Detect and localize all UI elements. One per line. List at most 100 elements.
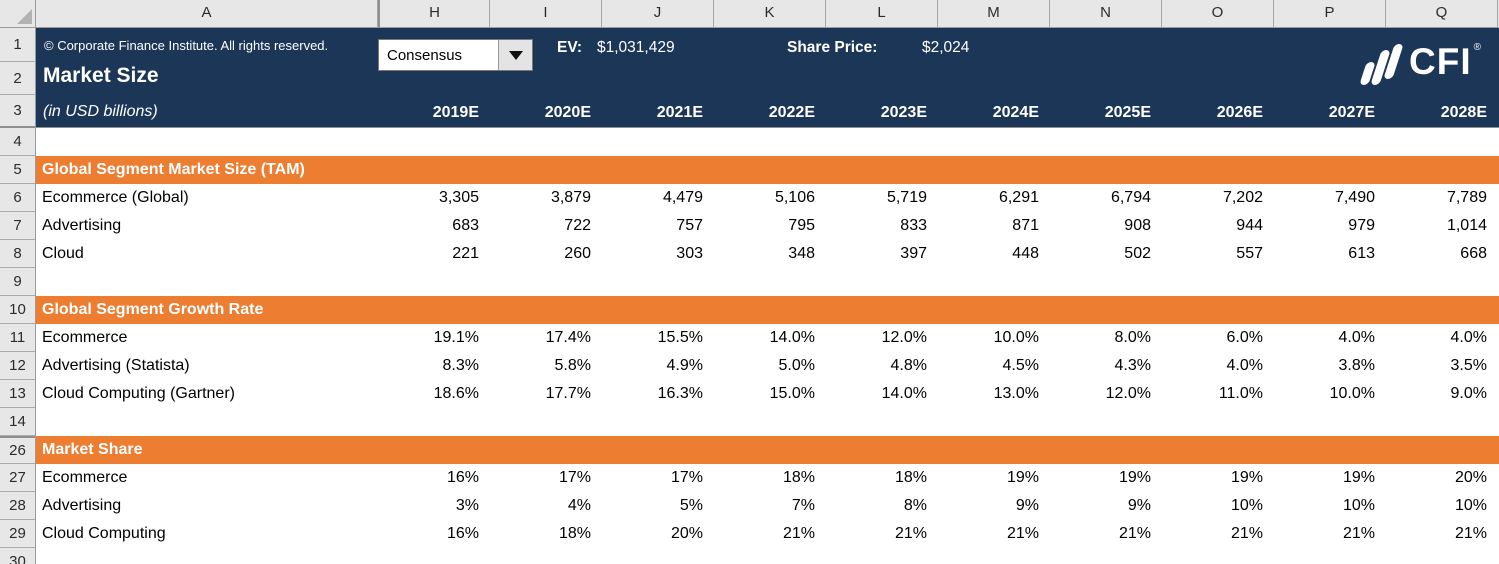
row-label-cell[interactable]: Ecommerce — [42, 329, 128, 346]
value-cell[interactable]: 18% — [894, 469, 927, 486]
value-cell[interactable]: 19.1% — [433, 329, 479, 346]
value-cell[interactable]: 19% — [1342, 469, 1375, 486]
value-cell[interactable]: 5.0% — [778, 357, 815, 374]
value-cell[interactable]: 14.0% — [769, 329, 815, 346]
value-cell[interactable]: 10% — [1342, 497, 1375, 514]
value-cell[interactable]: 8.3% — [442, 357, 479, 374]
year-column-header[interactable]: 2019E — [432, 104, 479, 121]
row-label-cell[interactable]: Cloud Computing (Gartner) — [42, 385, 235, 402]
value-cell[interactable]: 4.9% — [666, 357, 703, 374]
value-cell[interactable]: 10% — [1230, 497, 1263, 514]
value-cell[interactable]: 7,490 — [1334, 189, 1375, 206]
row-header-cell[interactable]: 11 — [0, 324, 35, 352]
value-cell[interactable]: 15.5% — [657, 329, 703, 346]
section-header-row[interactable]: Market Share — [36, 436, 1499, 464]
value-cell[interactable]: 221 — [452, 245, 479, 262]
value-cell[interactable]: 4.8% — [890, 357, 927, 374]
row-header-cell[interactable]: 27 — [0, 464, 35, 492]
value-cell[interactable]: 21% — [782, 525, 815, 542]
value-cell[interactable]: 448 — [1012, 245, 1039, 262]
row-header-cell[interactable]: 14 — [0, 408, 35, 436]
value-cell[interactable]: 613 — [1348, 245, 1375, 262]
year-column-header[interactable]: 2022E — [768, 104, 815, 121]
value-cell[interactable]: 11.0% — [1218, 385, 1263, 402]
value-cell[interactable]: 5% — [679, 497, 703, 514]
value-cell[interactable]: 5.8% — [554, 357, 591, 374]
value-cell[interactable]: 17.4% — [545, 329, 591, 346]
value-cell[interactable]: 4.0% — [1226, 357, 1263, 374]
value-cell[interactable]: 19% — [1118, 469, 1151, 486]
row-header-cell[interactable]: 13 — [0, 380, 35, 408]
value-cell[interactable]: 21% — [1342, 525, 1375, 542]
value-cell[interactable]: 6.0% — [1226, 329, 1263, 346]
column-header-cell[interactable]: I — [490, 0, 602, 27]
value-cell[interactable]: 16.3% — [657, 385, 703, 402]
value-cell[interactable]: 6,291 — [998, 189, 1039, 206]
value-cell[interactable]: 12.0% — [1105, 385, 1151, 402]
value-cell[interactable]: 4.5% — [1002, 357, 1039, 374]
value-cell[interactable]: 18.6% — [433, 385, 479, 402]
row-label-cell[interactable]: Cloud Computing — [42, 525, 166, 542]
row-label-cell[interactable]: Cloud — [42, 245, 84, 262]
value-cell[interactable]: 260 — [564, 245, 591, 262]
value-cell[interactable]: 17.7% — [545, 385, 591, 402]
section-header-row[interactable]: Global Segment Growth Rate — [36, 296, 1499, 324]
row-header-cell[interactable]: 5 — [0, 156, 35, 184]
value-cell[interactable]: 12.0% — [881, 329, 927, 346]
column-header-cell[interactable]: N — [1050, 0, 1162, 27]
year-column-header[interactable]: 2026E — [1216, 104, 1263, 121]
row-label-cell[interactable]: Advertising (Statista) — [42, 357, 190, 374]
value-cell[interactable]: 7,202 — [1222, 189, 1263, 206]
value-cell[interactable]: 4,479 — [662, 189, 703, 206]
value-cell[interactable]: 833 — [900, 217, 927, 234]
value-cell[interactable]: 10% — [1454, 497, 1487, 514]
column-header-cell[interactable]: O — [1162, 0, 1274, 27]
value-cell[interactable]: 10.0% — [1329, 385, 1375, 402]
row-header-cell[interactable]: 26 — [0, 436, 35, 464]
value-cell[interactable]: 303 — [676, 245, 703, 262]
value-cell[interactable]: 7% — [791, 497, 815, 514]
value-cell[interactable]: 20% — [670, 525, 703, 542]
scenario-dropdown[interactable]: Consensus — [378, 39, 533, 71]
value-cell[interactable]: 21% — [1230, 525, 1263, 542]
ev-value[interactable]: $1,031,429 — [597, 39, 675, 56]
value-cell[interactable]: 19% — [1006, 469, 1039, 486]
spacer-row[interactable] — [36, 128, 1499, 156]
value-cell[interactable]: 4.0% — [1450, 329, 1487, 346]
value-cell[interactable]: 5,719 — [886, 189, 927, 206]
value-cell[interactable]: 16% — [446, 525, 479, 542]
value-cell[interactable]: 14.0% — [881, 385, 927, 402]
value-cell[interactable]: 722 — [564, 217, 591, 234]
row-label-cell[interactable]: Advertising — [42, 497, 122, 514]
value-cell[interactable]: 16% — [446, 469, 479, 486]
spacer-row[interactable] — [36, 268, 1499, 296]
value-cell[interactable]: 17% — [558, 469, 591, 486]
column-header-cell[interactable]: J — [602, 0, 714, 27]
value-cell[interactable]: 8.0% — [1114, 329, 1151, 346]
value-cell[interactable]: 5,106 — [774, 189, 815, 206]
value-cell[interactable]: 502 — [1124, 245, 1151, 262]
column-header-cell[interactable]: Q — [1386, 0, 1498, 27]
spacer-row[interactable] — [36, 408, 1499, 436]
value-cell[interactable]: 9% — [1127, 497, 1151, 514]
value-cell[interactable]: 397 — [900, 245, 927, 262]
value-cell[interactable]: 21% — [1118, 525, 1151, 542]
row-label-cell[interactable]: Ecommerce (Global) — [42, 189, 189, 206]
row-header-cell[interactable]: 7 — [0, 212, 35, 240]
value-cell[interactable]: 21% — [1006, 525, 1039, 542]
value-cell[interactable]: 10.0% — [993, 329, 1039, 346]
select-all-button[interactable] — [0, 0, 36, 27]
value-cell[interactable]: 871 — [1012, 217, 1039, 234]
value-cell[interactable]: 19% — [1230, 469, 1263, 486]
share-price-value[interactable]: $2,024 — [922, 39, 970, 56]
row-header-cell[interactable]: 12 — [0, 352, 35, 380]
value-cell[interactable]: 18% — [782, 469, 815, 486]
value-cell[interactable]: 3% — [455, 497, 479, 514]
value-cell[interactable]: 4% — [567, 497, 591, 514]
row-header-cell[interactable]: 3 — [0, 95, 35, 128]
value-cell[interactable]: 944 — [1236, 217, 1263, 234]
row-header-cell[interactable]: 30 — [0, 548, 35, 564]
value-cell[interactable]: 1,014 — [1446, 217, 1487, 234]
year-column-header[interactable]: 2025E — [1104, 104, 1151, 121]
row-header-cell[interactable]: 9 — [0, 268, 35, 296]
